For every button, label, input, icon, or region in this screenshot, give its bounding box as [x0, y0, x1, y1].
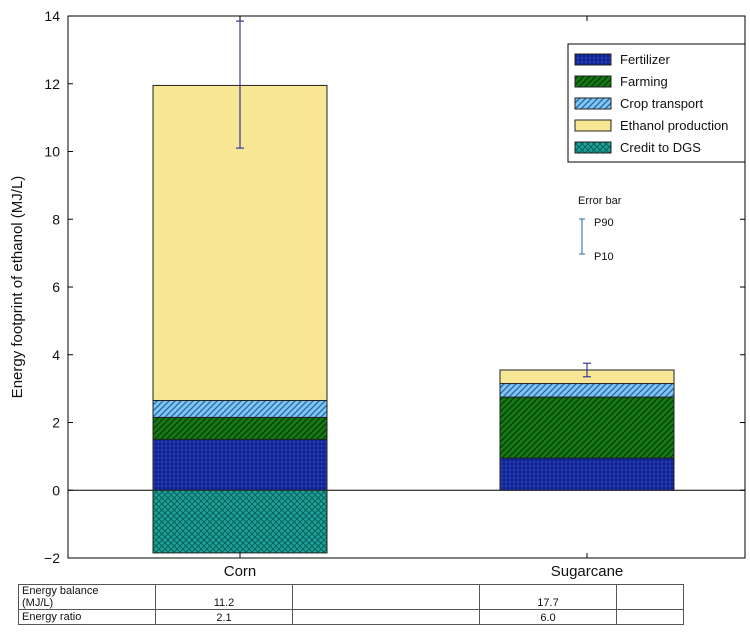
error-bar-legend: Error bar P90 P10	[578, 195, 622, 263]
legend-swatch	[574, 53, 612, 66]
legend-label: Fertilizer	[620, 52, 671, 67]
bar-corn-credit-to-dgs	[152, 489, 328, 554]
legend-label: Credit to DGS	[620, 140, 701, 155]
error-bar-corn	[236, 20, 244, 149]
bar-corn-crop-transport	[152, 399, 328, 418]
cell-corn-energy-ratio: 2.1	[155, 609, 293, 625]
cell-empty	[292, 584, 480, 610]
legend-swatch	[574, 141, 612, 154]
x-tick-label: Sugarcane	[551, 563, 624, 580]
cell-sugarcane-energy-balance: 17.7	[479, 584, 617, 610]
row-label-energy-balance: Energy balance (MJ/L)	[18, 584, 156, 610]
legend-swatch	[574, 119, 612, 132]
legend-label: Farming	[620, 74, 668, 89]
legend-swatch	[574, 75, 612, 88]
error-bar-legend-title: Error bar	[578, 195, 622, 207]
bar-sugarcane-crop-transport	[499, 383, 675, 398]
y-tick-label: −2	[44, 550, 60, 566]
stacked-bar-chart: −2 0 2 4 6 8 10 12 14 Corn Sugarcane Energy footpri…	[9, 8, 746, 580]
error-bar-legend-p10: P10	[594, 251, 614, 263]
legend-label: Ethanol production	[620, 118, 728, 133]
y-axis-label: Energy footprint of ethanol (MJ/L)	[9, 176, 26, 399]
error-bar-legend-p90: P90	[594, 217, 614, 229]
cell-empty	[616, 609, 684, 625]
y-tick-label: 6	[52, 279, 60, 295]
plot-area	[68, 20, 745, 554]
cell-empty	[292, 609, 480, 625]
cell-corn-energy-balance: 11.2	[155, 584, 293, 610]
legend-swatch	[574, 97, 612, 110]
y-tick-label: 14	[44, 8, 60, 24]
table-row: Energy ratio 2.1 6.0	[18, 609, 684, 625]
cell-empty	[616, 584, 684, 610]
x-tick-label: Corn	[224, 563, 257, 580]
bar-corn-farming	[152, 416, 328, 440]
y-tick-label: 8	[52, 211, 60, 227]
legend-label: Crop transport	[620, 96, 703, 111]
table-row: Energy balance (MJ/L) 11.2 17.7	[18, 584, 684, 610]
bar-sugarcane-fertilizer	[499, 457, 675, 491]
y-tick-label: 12	[44, 76, 60, 92]
cell-sugarcane-energy-ratio: 6.0	[479, 609, 617, 625]
error-bar-sugarcane	[583, 362, 591, 378]
axes: −2 0 2 4 6 8 10 12 14 Corn Sugarcane Energy footpri…	[9, 8, 746, 580]
y-tick-label: 2	[52, 415, 60, 431]
y-tick-label: 0	[52, 482, 60, 498]
bar-sugarcane-farming	[499, 396, 675, 459]
summary-table: Energy balance (MJ/L) 11.2 17.7 Energy r…	[18, 584, 684, 625]
y-tick-label: 10	[44, 144, 60, 160]
y-tick-label: 4	[52, 347, 60, 363]
bar-corn-fertilizer	[152, 438, 328, 491]
legend: Fertilizer Farming Crop transport Ethanol p…	[567, 43, 746, 163]
row-label-energy-ratio: Energy ratio	[18, 609, 156, 625]
